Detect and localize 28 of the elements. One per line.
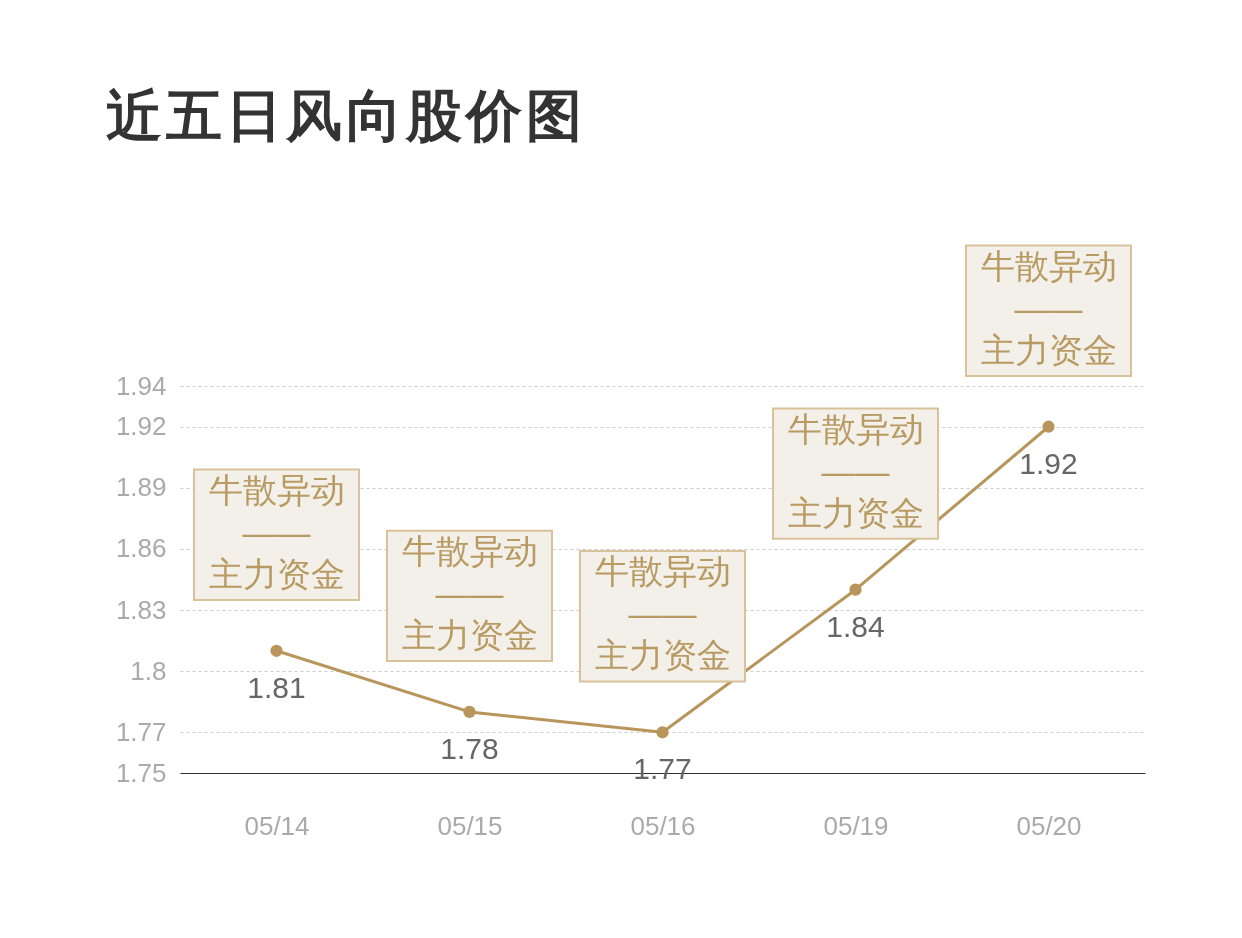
x-tick-label: 05/16 [630,810,696,841]
y-tick-label: 1.86 [115,533,167,564]
data-label: 1.78 [440,731,499,765]
x-tick-label: 05/14 [244,810,310,841]
y-tick-label: 1.83 [115,594,167,625]
y-tick-label: 1.8 [130,655,167,686]
y-tick-label: 1.94 [115,370,167,401]
x-tick-label: 05/19 [823,810,889,841]
x-tick-label: 05/20 [1016,810,1082,841]
point [1042,420,1055,433]
annotation: 牛散异动 —— 主力资金 [980,246,1117,369]
point [656,726,669,739]
y-tick-label: 1.89 [115,472,167,503]
y-tick-label: 1.77 [115,716,167,747]
data-label: 1.84 [826,609,885,643]
annotation: 牛散异动 —— 主力资金 [401,531,538,654]
y-tick-label: 1.75 [115,757,167,788]
x-tick-label: 05/15 [437,810,503,841]
annotation: 牛散异动 —— 主力资金 [787,409,924,532]
y-tick-label: 1.92 [115,411,167,442]
point [270,644,283,657]
data-label: 1.92 [1019,446,1078,480]
data-label: 1.81 [247,670,306,704]
point [463,705,476,719]
annotation: 牛散异动 —— 主力资金 [594,552,731,675]
point [849,583,862,596]
chart-title: 近五日风向股价图 [106,83,586,149]
annotation: 牛散异动 —— 主力资金 [208,470,345,593]
